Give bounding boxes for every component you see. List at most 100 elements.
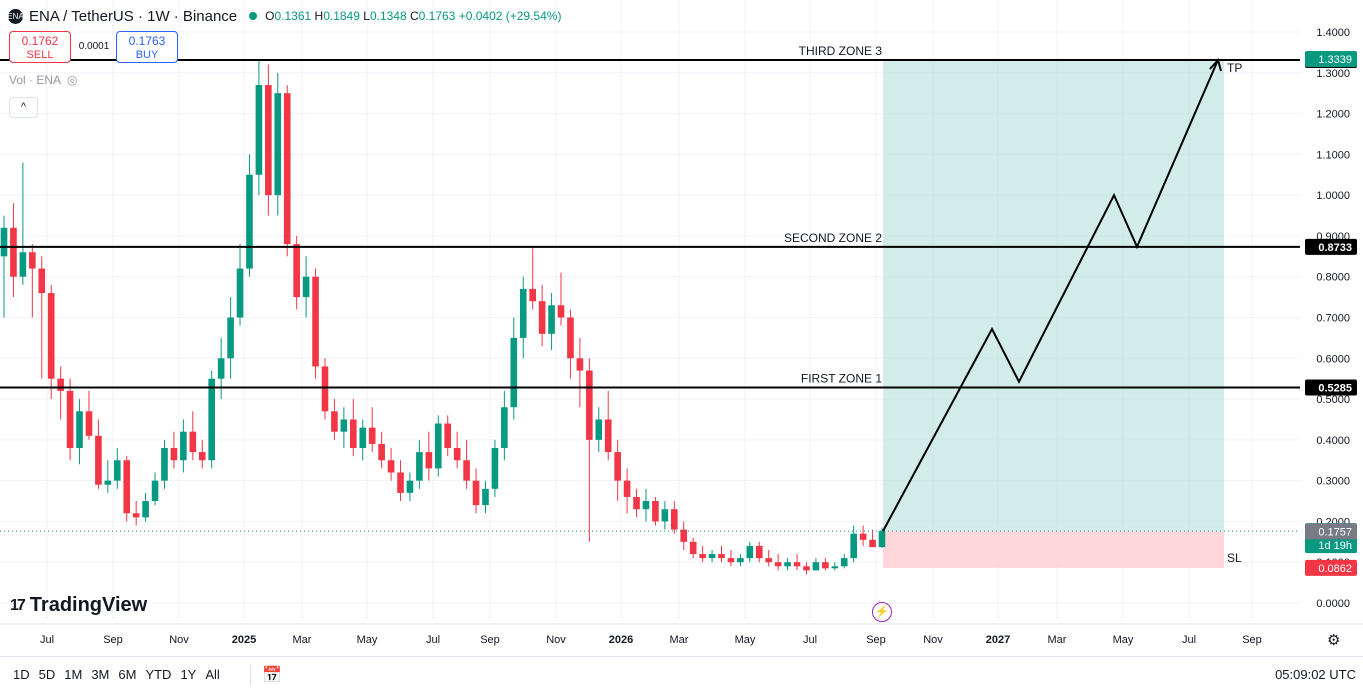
candle-body (576, 358, 584, 371)
candle-body (633, 496, 640, 510)
level-name: SECOND ZONE 2 (784, 231, 882, 245)
horizontal-levels: THIRD ZONE 3 SECOND ZONE 2 FIRST ZONE 1 (0, 44, 1300, 389)
candle-body (57, 378, 64, 391)
price-tick-label: 1.2000 (1316, 109, 1350, 121)
range-button-1m[interactable]: 1M (64, 667, 83, 682)
sell-label: SELL (26, 49, 54, 61)
range-button-5d[interactable]: 5D (38, 667, 56, 682)
range-button-3m[interactable]: 3M (91, 667, 110, 682)
range-button-ytd[interactable]: YTD (145, 667, 172, 682)
candle-body (812, 562, 820, 571)
candle-body (66, 390, 74, 449)
candle-body (840, 558, 848, 567)
stop-loss-zone (883, 531, 1224, 568)
candle-body (47, 293, 55, 379)
time-tick-label: May (735, 634, 756, 646)
sell-button[interactable]: 0.1762 SELL (9, 31, 71, 63)
time-tick-label: Jul (1182, 634, 1196, 646)
candle-body (416, 452, 423, 481)
price-badge-label: 0.0862 (1318, 563, 1352, 575)
candle-body (850, 533, 857, 559)
tradingview-logo[interactable]: 17 TradingView (10, 594, 147, 617)
candle-body (283, 93, 291, 245)
candle-body (132, 513, 140, 518)
candle-body (878, 531, 886, 548)
lightning-icon[interactable]: ⚡ (872, 602, 892, 622)
candle-body (359, 427, 367, 449)
price-tick-label: 0.4000 (1316, 435, 1350, 447)
price-tick-label: 0.6000 (1316, 353, 1350, 365)
level-price-badge (1305, 379, 1357, 396)
time-tick-label: Nov (546, 634, 566, 646)
price-badge (1305, 50, 1357, 67)
candle-body (670, 509, 678, 530)
candle-body (444, 423, 452, 449)
candle-body (567, 317, 574, 359)
buy-label: BUY (135, 49, 159, 61)
time-tick-label: 2026 (609, 634, 633, 646)
volume-indicator[interactable]: Vol · ENA ◎ (9, 73, 78, 87)
position-zones: TP SL (883, 60, 1242, 568)
tradingview-mark-icon: 17 (10, 596, 26, 614)
price-chart[interactable]: TP SL THIRD ZONE 3 SECOND ZONE 2 FIRST ZONE… (0, 0, 1363, 656)
candle-body (76, 411, 83, 449)
range-button-6m[interactable]: 6M (118, 667, 137, 682)
candle-body (482, 488, 489, 506)
candle-body (0, 227, 8, 257)
toolbar-divider (250, 665, 251, 685)
candle-body (378, 443, 385, 461)
candle-body (227, 317, 234, 359)
time-tick-label: Nov (923, 634, 943, 646)
candle-body (529, 288, 536, 302)
price-tick-label: 0.8000 (1316, 272, 1350, 284)
candle-body (859, 533, 867, 540)
bottom-toolbar: 1D 5D 1M 3M 6M YTD 1Y All 📅 05:09:02 UTC (0, 656, 1363, 693)
candle-body (217, 358, 225, 379)
candle-body (387, 460, 395, 473)
time-tick-label: Jul (803, 634, 817, 646)
candle-body (548, 305, 555, 334)
candle-body (161, 448, 168, 481)
range-button-1d[interactable]: 1D (13, 667, 30, 682)
candle-body (180, 431, 187, 461)
candle-body (255, 85, 263, 175)
candle-body (784, 562, 791, 567)
candle-body (113, 460, 121, 481)
tp-label: TP (1227, 61, 1242, 75)
time-tick-label: Sep (480, 634, 500, 646)
settings-gear-icon[interactable]: ⚙ (1327, 632, 1341, 649)
candle-body (95, 435, 102, 485)
time-tick-label: 2027 (986, 634, 1010, 646)
utc-clock[interactable]: 05:09:02 UTC (1275, 667, 1356, 682)
price-tick-label: 0.3000 (1316, 476, 1350, 488)
candle-body (699, 554, 706, 559)
candle-body (453, 448, 461, 461)
buy-button[interactable]: 0.1763 BUY (116, 31, 178, 63)
candle-body (803, 566, 810, 571)
candle-body (718, 554, 725, 559)
time-range-buttons: 1D 5D 1M 3M 6M YTD 1Y All (13, 667, 220, 682)
candle-body (340, 419, 348, 432)
price-tick-label: 1.0000 (1316, 190, 1350, 202)
high-value: 0.1849 (323, 9, 360, 23)
calendar-goto-icon[interactable]: 📅 (262, 667, 282, 684)
collapse-indicators-button[interactable]: ^ (9, 97, 38, 118)
price-badge (1305, 559, 1357, 576)
range-button-1y[interactable]: 1Y (180, 667, 197, 682)
candle-body (123, 460, 131, 514)
time-tick-label: Mar (670, 634, 689, 646)
candle-body (774, 562, 782, 567)
range-button-all[interactable]: All (205, 667, 220, 682)
candle-body (265, 85, 272, 196)
time-tick-label: Jul (426, 634, 440, 646)
candle-body (29, 252, 36, 269)
candle-body (501, 407, 508, 449)
eye-hidden-icon[interactable]: ◎ (67, 73, 78, 87)
price-tick-label: 0.0000 (1316, 598, 1350, 610)
candle-body (604, 419, 612, 453)
symbol-title[interactable]: ENA / TetherUS · 1W · Binance (29, 7, 238, 25)
candle-body (595, 419, 603, 440)
tradingview-name: TradingView (29, 594, 148, 616)
price-badge-label: 1.3339 (1318, 54, 1352, 66)
candle-body (680, 529, 688, 542)
